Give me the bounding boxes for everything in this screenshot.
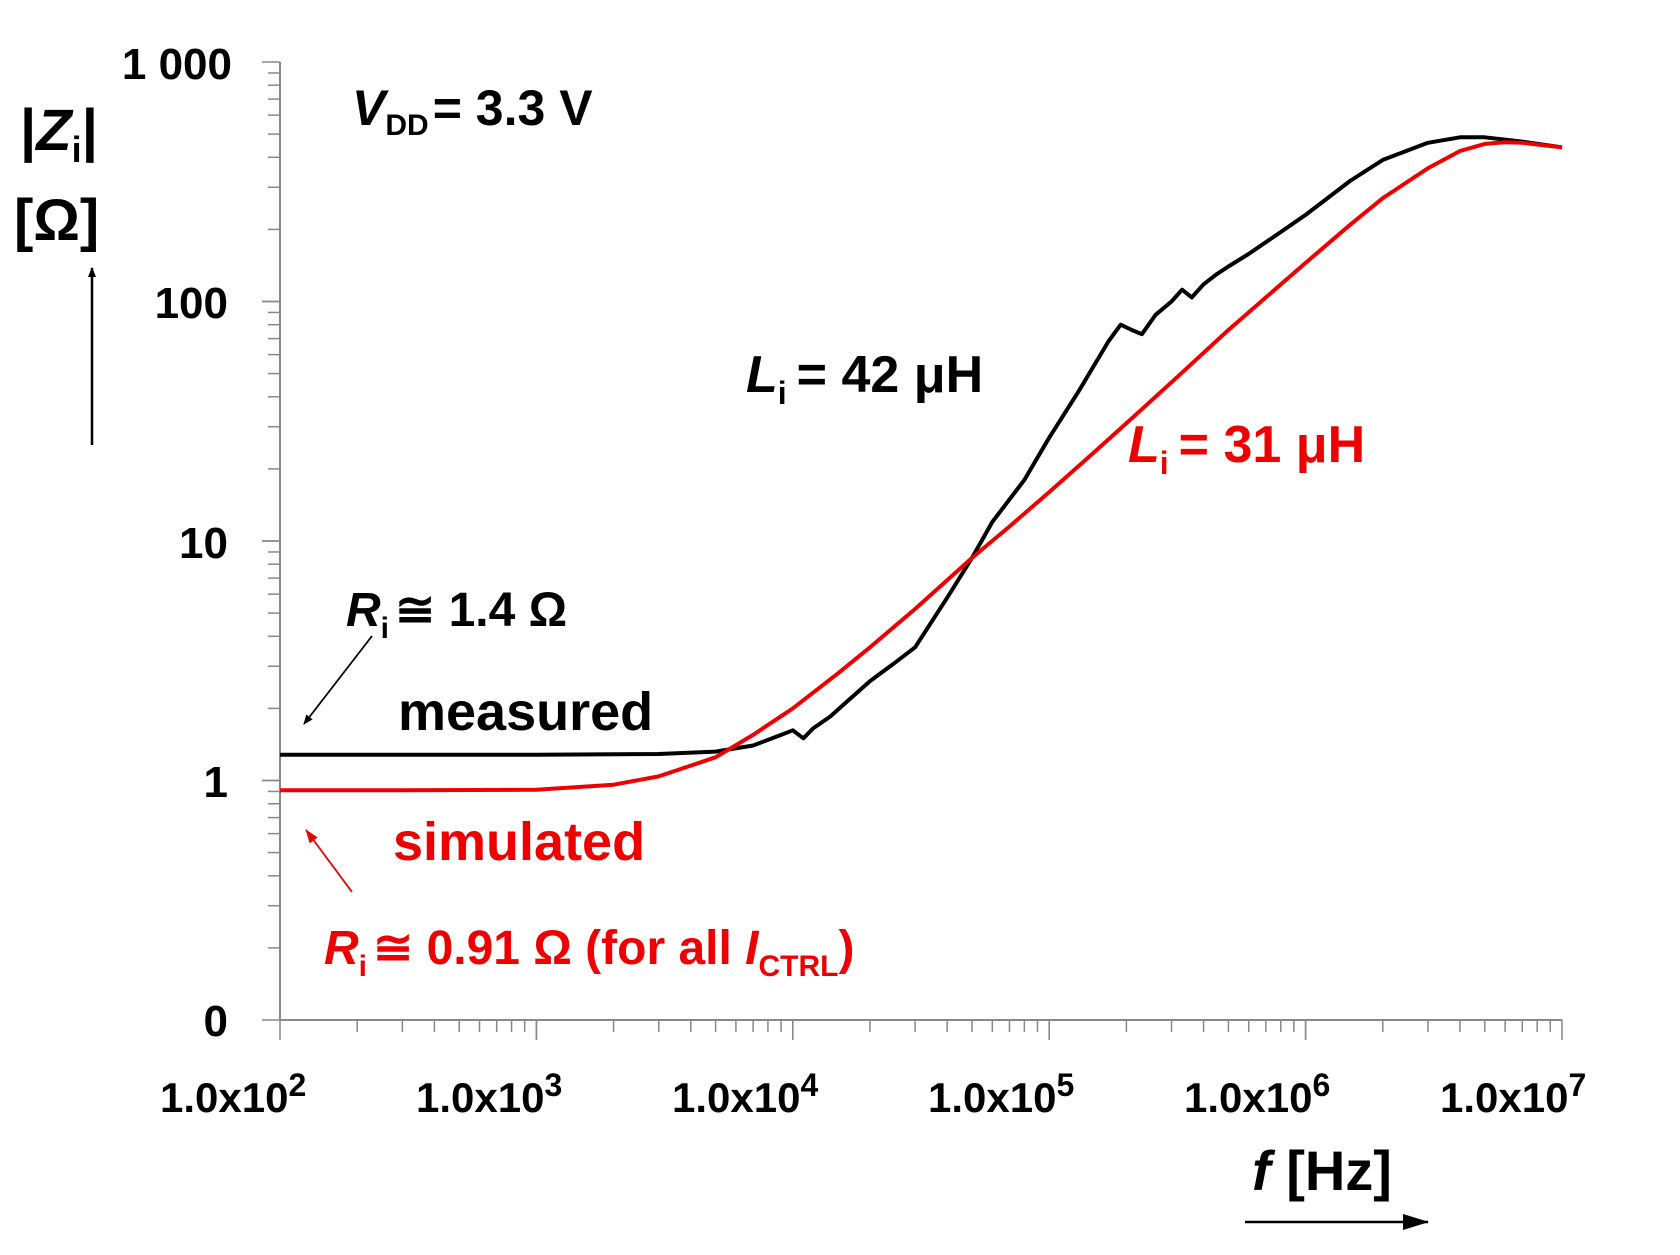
x-minor-ticks [279, 1020, 1563, 1040]
y-axis-label-line1: |Zi| [20, 98, 98, 170]
x-tick-label-1e3: 1.0x103 [416, 1067, 562, 1121]
ri-measured-arrow [303, 635, 373, 725]
x-tick-label-1e2: 1.0x102 [160, 1067, 306, 1121]
y-tick-label-1: 1 [204, 758, 228, 807]
vdd-condition-label: VDD= 3.3 V [352, 80, 593, 142]
x-tick-label-1e4: 1.0x104 [672, 1067, 818, 1121]
y-axis-label: |Zi| [Ω] [14, 98, 99, 445]
y-minor-ticks [262, 61, 280, 1021]
y-axis-label-unit: [Ω] [14, 188, 99, 253]
ri-simulated-arrow [305, 829, 353, 893]
x-tick-label-1e6: 1.0x106 [1184, 1067, 1330, 1121]
x-tick-label-1e5: 1.0x105 [928, 1067, 1074, 1121]
annotation-li-measured: Li = 42 μH [746, 346, 983, 411]
annotation-ri-measured: Ri ≅ 1.4 Ω [346, 584, 567, 645]
x-axis-label-text: f [Hz] [1252, 1139, 1392, 1202]
series-line-measured [280, 135, 1563, 757]
y-tick-label-100: 100 [155, 279, 228, 328]
axes [262, 61, 1563, 1040]
series-layer [280, 135, 1563, 793]
series-line-simulated [280, 140, 1563, 793]
annotation-li-simulated: Li = 31 μH [1128, 416, 1365, 481]
legend-label-measured: measured [398, 682, 653, 742]
x-axis-label: f [Hz] [1245, 1139, 1429, 1230]
legend-label-simulated: simulated [393, 812, 645, 872]
y-tick-label-1000: 1 000 [122, 40, 232, 89]
annotation-ri-simulated: Ri ≅ 0.91 Ω (for all ICTRL) [324, 922, 854, 983]
x-tick-label-1e7: 1.0x107 [1440, 1067, 1586, 1121]
y-tick-label-0: 0 [204, 997, 228, 1046]
y-tick-label-10: 10 [179, 519, 228, 568]
